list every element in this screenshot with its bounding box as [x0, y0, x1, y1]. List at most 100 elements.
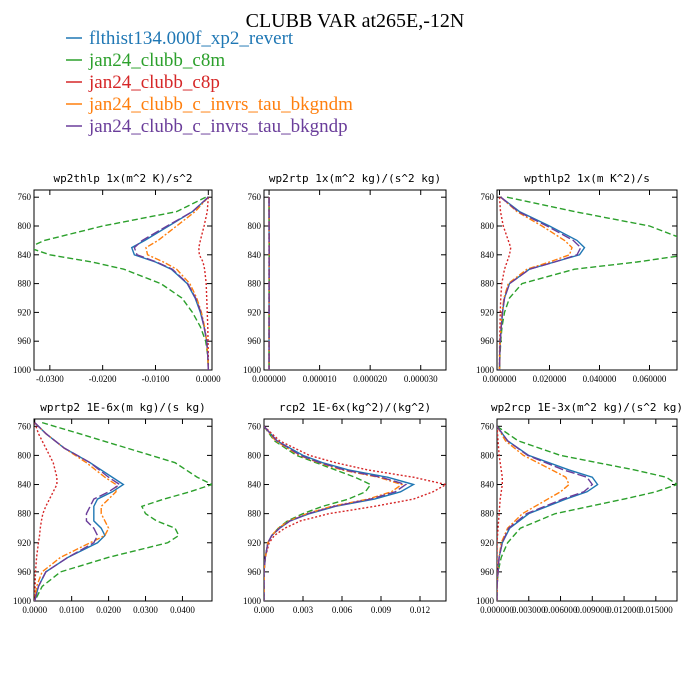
series-line [264, 425, 408, 601]
y-tick-label: 760 [18, 421, 32, 431]
plot-frame [33, 418, 213, 602]
y-tick-label: 760 [481, 421, 495, 431]
figure-title: CLUBB VAR at265E,-12N [246, 10, 465, 32]
panel-title: wpthlp2 1x(m K^2)/s [524, 172, 650, 185]
y-tick-label: 960 [18, 567, 32, 577]
panel-title: wp2thlp 1x(m^2 K)/s^2 [53, 172, 192, 185]
series-line [498, 196, 677, 370]
y-tick-label: 960 [481, 336, 495, 346]
x-tick-label: -0.0200 [89, 374, 117, 384]
series-line [34, 422, 121, 601]
y-tick-label: 920 [18, 307, 32, 317]
panel-5: rcp2 1E-6x(kg^2)/(kg^2) 760 800 840 880 920 96… [243, 401, 447, 615]
y-tick-label: 760 [248, 192, 262, 202]
x-tick-label: 0.006000 [544, 605, 578, 615]
y-tick-label: 1000 [476, 596, 495, 606]
y-tick-label: 920 [248, 307, 262, 317]
x-tick-label: 0.060000 [633, 374, 667, 384]
legend-label: jan24_clubb_c8p [88, 72, 220, 93]
plot-frame [496, 189, 678, 371]
series-line [34, 422, 117, 601]
y-tick-label: 960 [248, 336, 262, 346]
y-tick-label: 960 [481, 567, 495, 577]
x-tick-label: 0.006 [332, 605, 353, 615]
x-tick-label: 0.0000 [22, 605, 47, 615]
series-line [198, 197, 210, 370]
plot-frame [496, 418, 678, 602]
y-tick-label: 840 [18, 480, 32, 490]
panel-title: rcp2 1E-6x(kg^2)/(kg^2) [279, 401, 431, 414]
x-tick-label: 0.000 [254, 605, 275, 615]
panel-title: wp2rtp 1x(m^2 kg)/(s^2 kg) [269, 172, 441, 185]
y-tick-label: 840 [248, 250, 262, 260]
y-tick-label: 760 [481, 192, 495, 202]
legend-item: flthist134.000f_xp2_revert [66, 28, 294, 49]
y-tick-label: 920 [481, 307, 495, 317]
panel-3: wpthlp2 1x(m K^2)/s 760 800 840 880 920 960 100… [476, 172, 678, 384]
x-tick-label: 0.020000 [533, 374, 567, 384]
y-tick-label: 1000 [13, 596, 32, 606]
legend-label: jan24_clubb_c_invrs_tau_bkgndp [88, 116, 348, 137]
x-tick-label: 0.012000 [607, 605, 641, 615]
x-tick-label: 0.000000 [252, 374, 286, 384]
y-tick-label: 840 [481, 480, 495, 490]
y-tick-label: 880 [481, 509, 495, 519]
x-tick-label: 0.0000 [196, 374, 221, 384]
x-tick-label: 0.015000 [639, 605, 673, 615]
x-tick-label: -0.0100 [142, 374, 170, 384]
series-line [264, 425, 446, 601]
panel-2: wp2rtp 1x(m^2 kg)/(s^2 kg) 760 800 840 880 92… [243, 172, 447, 384]
y-tick-label: 880 [18, 279, 32, 289]
legend-label: flthist134.000f_xp2_revert [89, 28, 294, 49]
series-group [264, 425, 446, 601]
x-tick-label: 0.040000 [583, 374, 617, 384]
y-tick-label: 800 [481, 221, 495, 231]
series-line [264, 425, 416, 601]
series-line [130, 196, 210, 370]
panel-title: wprtp2 1E-6x(m kg)/(s kg) [40, 401, 206, 414]
y-tick-label: 1000 [476, 365, 495, 375]
series-group [498, 196, 677, 370]
panel-title: wp2rcp 1E-3x(m^2 kg)/(s^2 kg) [491, 401, 683, 414]
series-line [497, 425, 599, 601]
x-tick-label: 0.003000 [512, 605, 546, 615]
x-tick-label: 0.009 [371, 605, 392, 615]
y-tick-label: 800 [248, 221, 262, 231]
legend-label: jan24_clubb_c_invrs_tau_bkgndm [88, 94, 353, 115]
legend-item: jan24_clubb_c8p [66, 72, 220, 93]
y-tick-label: 840 [18, 250, 32, 260]
legend: flthist134.000f_xp2_revert jan24_clubb_c8… [66, 28, 353, 137]
y-tick-label: 760 [248, 421, 262, 431]
x-tick-label: 0.012 [410, 605, 430, 615]
panel-6: wp2rcp 1E-3x(m^2 kg)/(s^2 kg) 760 800 840 88… [476, 401, 683, 615]
y-tick-label: 840 [481, 250, 495, 260]
y-tick-label: 920 [248, 538, 262, 548]
y-tick-label: 800 [18, 221, 32, 231]
series-line [34, 422, 58, 601]
x-tick-label: 0.0400 [170, 605, 195, 615]
series-line [145, 196, 210, 370]
x-tick-label: 0.003 [293, 605, 314, 615]
x-tick-label: 0.000020 [353, 374, 387, 384]
y-tick-label: 880 [481, 279, 495, 289]
x-tick-label: 0.009000 [575, 605, 609, 615]
panels: wp2thlp 1x(m^2 K)/s^2 760 800 840 880 920 960 1… [13, 172, 683, 615]
y-tick-label: 880 [18, 509, 32, 519]
x-tick-label: 0.000030 [404, 374, 438, 384]
series-line [264, 425, 404, 601]
y-tick-label: 800 [18, 450, 32, 460]
series-group [34, 421, 212, 601]
x-tick-label: 0.000000 [483, 374, 517, 384]
series-line [133, 196, 210, 370]
panel-4: wprtp2 1E-6x(m kg)/(s kg) 760 800 840 880 920… [13, 401, 213, 615]
series-group [497, 425, 677, 601]
y-tick-label: 960 [18, 336, 32, 346]
series-line [264, 425, 372, 601]
series-line [34, 422, 125, 601]
series-line [497, 425, 677, 601]
plot-frame [33, 189, 213, 371]
series-line [497, 425, 594, 601]
series-group [34, 196, 210, 370]
y-tick-label: 760 [18, 192, 32, 202]
